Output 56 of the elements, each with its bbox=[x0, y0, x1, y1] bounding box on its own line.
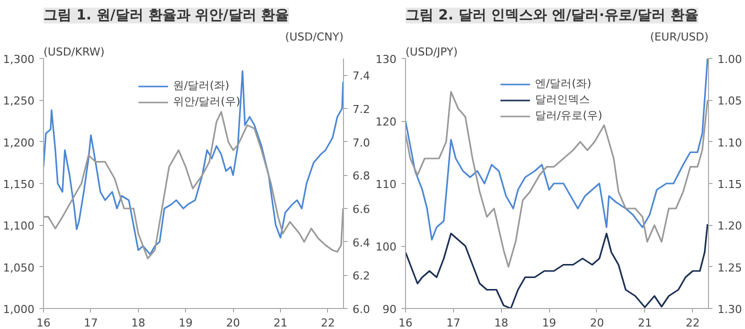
x-tick-label: 19 bbox=[542, 316, 556, 329]
line-series bbox=[44, 111, 344, 260]
y2-axis-title: (USD/CNY) bbox=[285, 30, 344, 44]
legend-label: 달러/유로(우) bbox=[535, 108, 602, 123]
x-tick-label: 21 bbox=[273, 316, 288, 329]
chart-title: 그림 2. 달러 인덱스와 엔/달러·유로/달러 환율 bbox=[406, 8, 698, 24]
y-tick-label: 90 bbox=[382, 303, 397, 316]
y2-tick-label: 6.8 bbox=[352, 170, 370, 183]
line-series bbox=[406, 91, 708, 268]
legend-label: 위안/달러(우) bbox=[173, 94, 240, 109]
y-tick-label: 100 bbox=[376, 240, 397, 254]
line-series bbox=[406, 58, 708, 241]
y-tick-label: 130 bbox=[376, 53, 397, 66]
y2-tick-label: 6.4 bbox=[352, 236, 370, 250]
y2-tick-label: 1.10 bbox=[718, 136, 742, 150]
line-series bbox=[44, 70, 344, 256]
chart-title: 그림 1. 원/달러 환율과 위안/달러 환율 bbox=[44, 8, 290, 24]
y2-tick-label: 1.15 bbox=[718, 178, 742, 191]
x-tick-label: 20 bbox=[226, 316, 240, 329]
x-tick-label: 16 bbox=[36, 316, 50, 329]
x-tick-label: 18 bbox=[494, 316, 508, 329]
y2-tick-label: 1.05 bbox=[718, 94, 742, 108]
x-tick-label: 18 bbox=[131, 316, 146, 329]
x-tick-label: 19 bbox=[178, 316, 193, 329]
x-tick-label: 21 bbox=[638, 316, 652, 329]
y-axis-title: (USD/JPY) bbox=[406, 46, 458, 58]
y2-tick-label: 6.6 bbox=[352, 203, 370, 216]
y2-tick-label: 1.30 bbox=[718, 303, 742, 316]
y2-tick-label: 7.0 bbox=[352, 136, 370, 150]
y2-tick-label: 7.2 bbox=[352, 103, 370, 116]
y-tick-label: 1,100 bbox=[3, 220, 35, 233]
legend-label: 원/달러(좌) bbox=[173, 78, 230, 93]
y-axis-title: (USD/KRW) bbox=[44, 46, 105, 58]
y2-tick-label: 1.00 bbox=[718, 53, 742, 66]
y-tick-label: 1,250 bbox=[3, 94, 35, 108]
y2-axis-title: (EUR/USD) bbox=[650, 30, 708, 44]
x-tick-label: 22 bbox=[686, 316, 700, 329]
y-tick-label: 1,000 bbox=[3, 303, 35, 316]
x-tick-label: 17 bbox=[84, 316, 98, 329]
y2-tick-label: 6.0 bbox=[352, 303, 370, 316]
y2-tick-label: 1.25 bbox=[718, 261, 742, 274]
legend-label: 달러인덱스 bbox=[535, 92, 590, 107]
x-tick-label: 17 bbox=[446, 316, 460, 329]
y2-tick-label: 7.4 bbox=[352, 70, 370, 83]
x-tick-label: 20 bbox=[590, 316, 604, 329]
y2-tick-label: 1.20 bbox=[718, 220, 742, 233]
x-tick-label: 16 bbox=[398, 316, 412, 329]
x-tick-label: 22 bbox=[320, 316, 335, 329]
y-tick-label: 1,150 bbox=[3, 178, 35, 191]
y-tick-label: 1,050 bbox=[3, 261, 35, 274]
y-tick-label: 120 bbox=[376, 116, 397, 128]
legend-label: 엔/달러(좌) bbox=[535, 76, 592, 91]
y2-tick-label: 6.2 bbox=[352, 270, 370, 283]
y-tick-label: 110 bbox=[376, 178, 397, 191]
y-tick-label: 1,200 bbox=[3, 136, 35, 150]
y-tick-label: 1,300 bbox=[3, 53, 35, 66]
